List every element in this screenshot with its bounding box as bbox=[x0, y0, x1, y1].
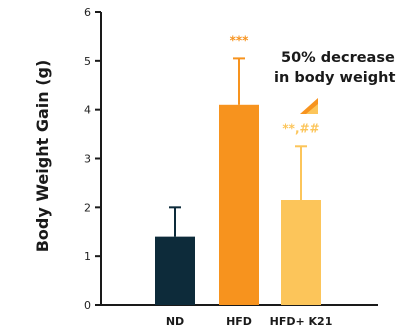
category-label-2: HFD+ K21 bbox=[270, 315, 333, 328]
category-labels: ND HFD HFD+ K21 bbox=[166, 315, 333, 328]
y-axis-label: Body Weight Gain (g) bbox=[33, 60, 52, 253]
y-tick-label-1: 1 bbox=[84, 250, 91, 263]
y-tick-label-2: 2 bbox=[84, 201, 91, 214]
bars bbox=[155, 104, 321, 306]
category-label-1: HFD bbox=[226, 315, 252, 328]
category-label-0: ND bbox=[166, 315, 184, 328]
y-tick-label-0: 0 bbox=[84, 299, 91, 312]
significance-label-1: *** bbox=[230, 33, 250, 47]
annotation-line-1: 50% decrease bbox=[281, 50, 395, 66]
decrease-arrow-shadow-icon bbox=[306, 104, 318, 114]
significance-labels: *** **,## bbox=[230, 33, 320, 135]
annotation-line-2: in body weight bbox=[274, 70, 395, 86]
y-tick-label-4: 4 bbox=[84, 104, 91, 117]
y-tick-label-6: 6 bbox=[84, 6, 91, 19]
y-tick-label-3: 3 bbox=[84, 153, 91, 166]
y-axis-ticks: 0 1 2 3 4 5 6 bbox=[84, 6, 101, 312]
annotation: 50% decrease in body weight bbox=[274, 50, 395, 114]
bar-2 bbox=[281, 200, 321, 305]
error-bars bbox=[169, 57, 307, 237]
y-tick-label-5: 5 bbox=[84, 55, 91, 68]
bar-0 bbox=[155, 236, 195, 305]
bar-1 bbox=[219, 104, 259, 306]
significance-label-2: **,## bbox=[282, 121, 319, 135]
